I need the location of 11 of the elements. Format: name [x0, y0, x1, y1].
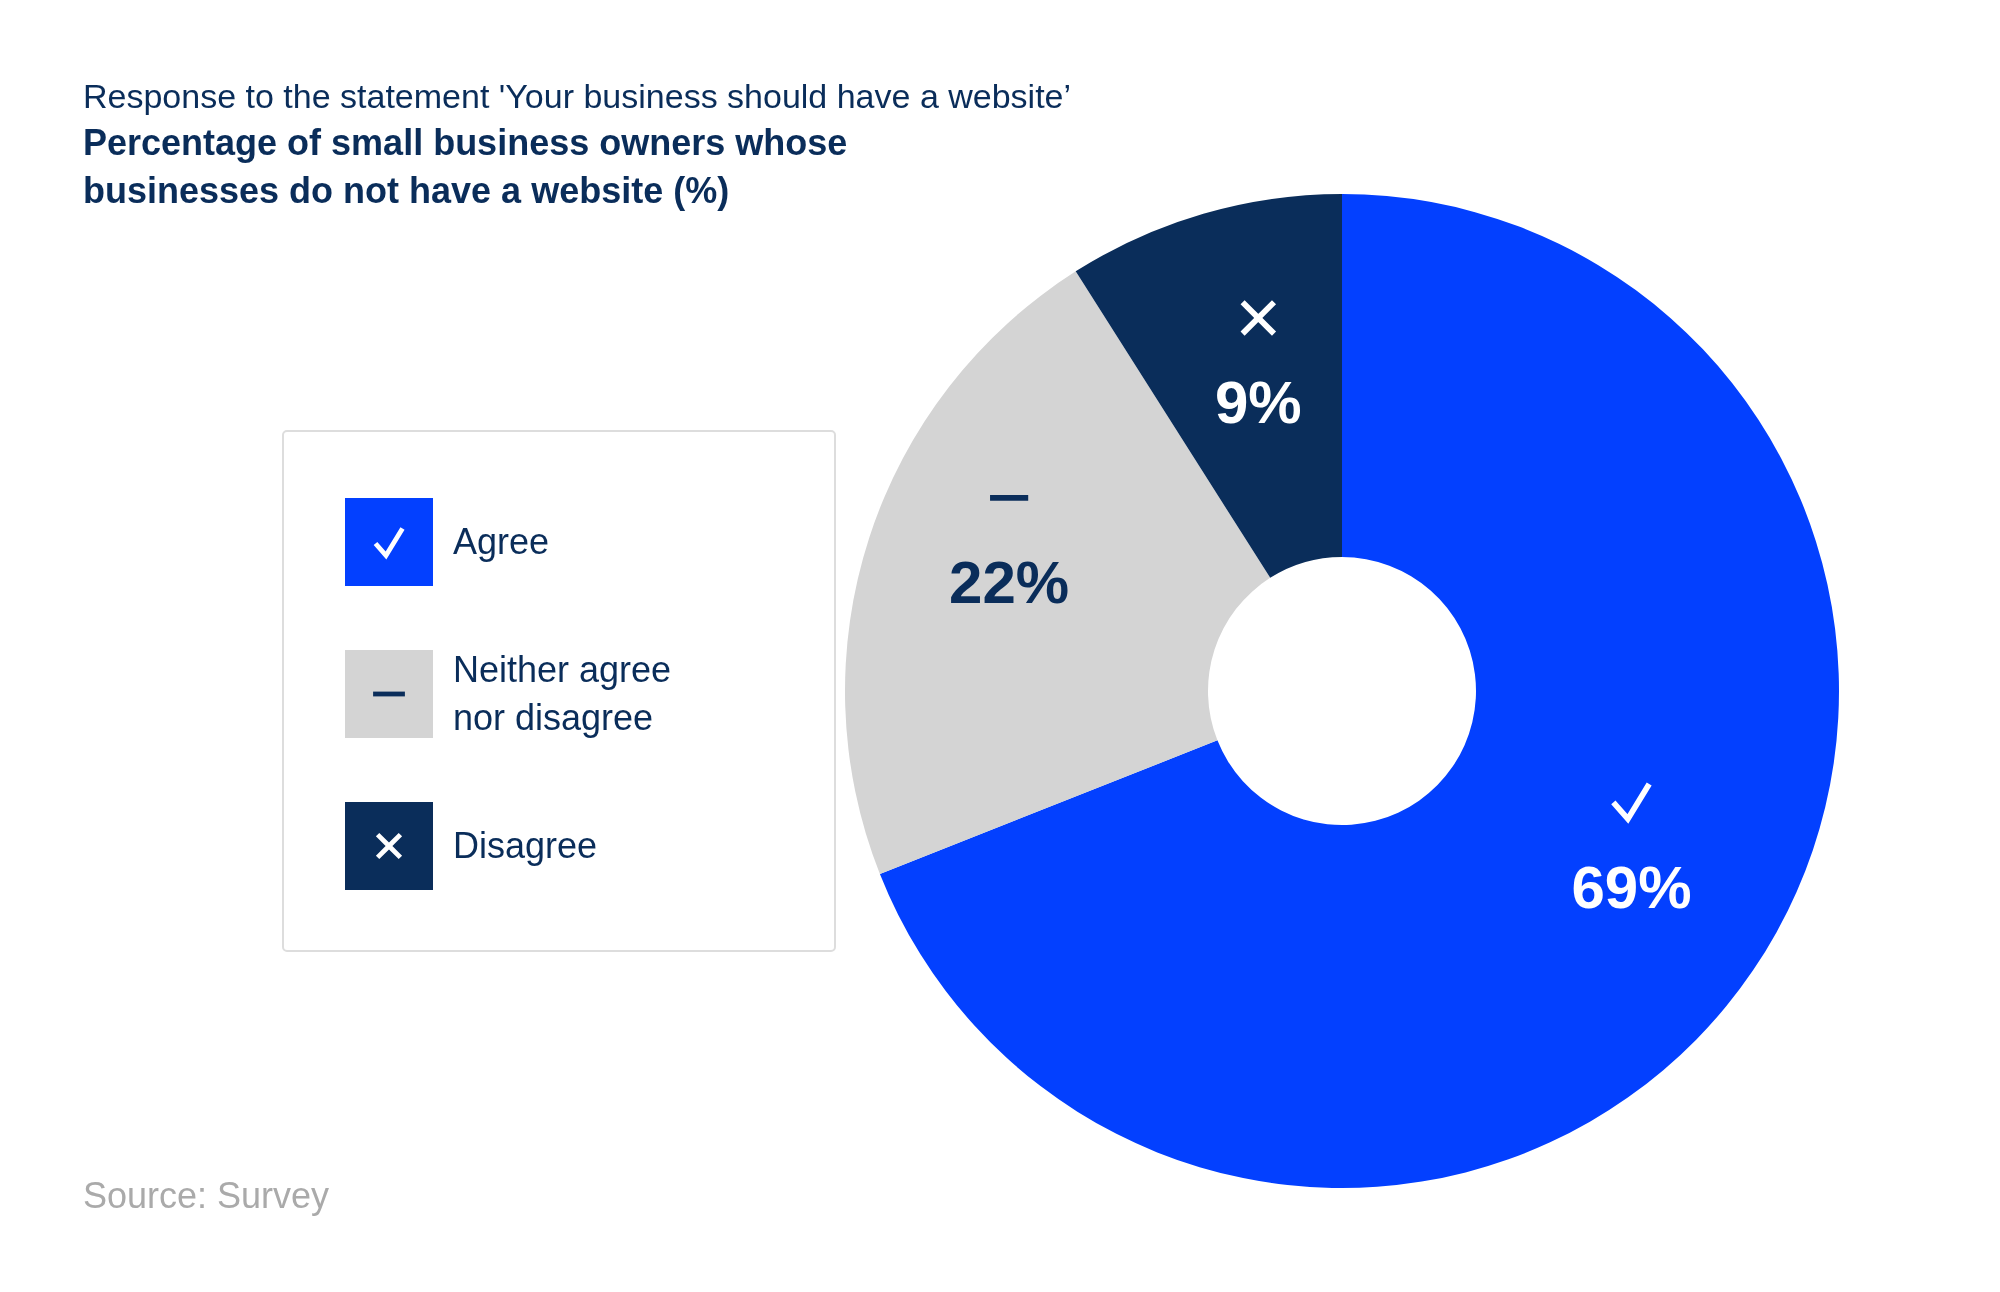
chart-subtitle: Response to the statement 'Your business should have a website’ — [83, 77, 1072, 115]
data-label: 9% — [1214, 368, 1302, 436]
legend-label: Agree — [453, 521, 550, 562]
slice-label: Neither agree nor disagree — [453, 649, 672, 738]
source-note: Source: Survey — [83, 1175, 330, 1216]
legend-label: Disagree — [453, 825, 598, 866]
donut-slice — [879, 194, 1839, 1188]
chart-title: Percentage of small business owners whose businesses do not have a website (%) — [83, 122, 848, 211]
data-label: 69% — [1571, 853, 1692, 921]
data-label: 22% — [949, 548, 1070, 616]
donut-slice — [1075, 194, 1342, 578]
